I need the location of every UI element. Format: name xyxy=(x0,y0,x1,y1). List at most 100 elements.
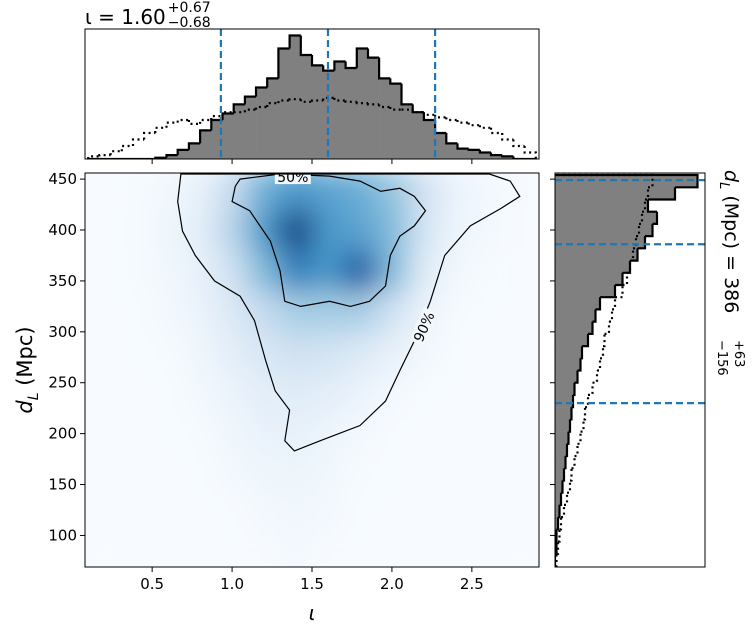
hist-dotted-step xyxy=(600,346,605,360)
heatmap-cell xyxy=(343,413,377,455)
heatmap-cell xyxy=(120,453,153,496)
heatmap-cell xyxy=(248,494,281,536)
hist-dotted-step xyxy=(456,120,469,124)
hist-bar xyxy=(555,517,558,530)
contour-line xyxy=(231,173,427,308)
hist-outline-step xyxy=(489,152,503,157)
heatmap-cell xyxy=(152,209,185,251)
panel-frame xyxy=(84,28,540,160)
hist-bar xyxy=(555,480,563,493)
heatmap-cell xyxy=(439,494,473,536)
hist-dotted-step xyxy=(597,358,602,372)
heatmap-cell xyxy=(152,173,185,211)
heatmap-cell xyxy=(312,291,345,333)
heatmap-cell xyxy=(503,535,537,567)
hist-dotted-step xyxy=(266,102,279,107)
hist-bar xyxy=(555,504,560,518)
hist-bar xyxy=(555,272,623,286)
hist-outline-step xyxy=(199,129,212,144)
hist-dotted-step xyxy=(571,456,576,470)
hist-panel xyxy=(87,29,537,159)
hist-dotted-step xyxy=(559,517,563,531)
heatmap-cell xyxy=(375,331,409,374)
heatmap-cell xyxy=(503,331,537,374)
heatmap-cell xyxy=(312,173,345,211)
y-tick-label: 450 xyxy=(48,170,77,188)
hist-dotted-step xyxy=(489,127,503,135)
hist-dotted-step xyxy=(558,529,561,543)
hist-dotted-step xyxy=(277,99,290,104)
hist-dotted-step xyxy=(585,394,590,409)
hist-outline-step xyxy=(411,104,424,114)
heatmap-cell xyxy=(248,535,281,567)
hist-dotted-step xyxy=(627,260,632,274)
hist-outline-step xyxy=(266,77,279,88)
hist-bar xyxy=(200,130,212,159)
heatmap-cell xyxy=(88,291,121,333)
heatmap-cell xyxy=(152,250,185,292)
hist-outline-step xyxy=(577,358,582,372)
hist-outline-step xyxy=(646,199,657,213)
heatmap-cell xyxy=(216,453,249,496)
hist-dotted-step xyxy=(355,101,368,105)
heatmap-cell xyxy=(343,173,377,211)
heatmap-cell xyxy=(343,250,377,292)
heatmap-cell xyxy=(343,535,377,567)
hist-outline-step xyxy=(445,133,458,145)
hist-bar xyxy=(401,104,414,159)
hist-outline-step xyxy=(456,143,469,150)
hist-bar xyxy=(244,96,257,159)
right-label-rest: (Mpc) = 386 xyxy=(720,189,742,313)
hist-outline-step xyxy=(588,321,594,335)
hist-panel xyxy=(555,173,705,567)
hist-dotted-step xyxy=(574,443,579,458)
hist-bar xyxy=(502,156,514,159)
heatmap-cell xyxy=(471,413,505,455)
y-axis-label: dL (Mpc) xyxy=(13,326,42,413)
hist-bar xyxy=(555,199,648,212)
heatmap-cell xyxy=(471,494,505,536)
heatmap-cell xyxy=(184,291,217,333)
y-tick-label: 300 xyxy=(48,323,77,341)
hist-dotted-step xyxy=(322,96,335,101)
heatmap-cell xyxy=(312,494,345,536)
heatmap-cell xyxy=(152,372,185,414)
hist-dotted-step xyxy=(143,131,156,140)
hist-outline-step xyxy=(582,333,590,348)
hist-outline-step xyxy=(645,223,654,238)
hist-outline-step xyxy=(556,517,560,531)
heatmap-cell xyxy=(503,173,537,211)
hist-dotted-step xyxy=(630,248,635,262)
heatmap-cell xyxy=(343,209,377,251)
y-tick-label: 150 xyxy=(48,476,77,494)
hist-bar xyxy=(188,143,201,159)
heatmap-cell xyxy=(88,535,121,567)
y-tick-label: 400 xyxy=(48,221,77,239)
hist-dotted-step xyxy=(603,333,606,348)
heatmap-cell xyxy=(375,250,409,292)
hist-outline-step xyxy=(355,47,368,68)
hist-outline-step xyxy=(648,187,677,201)
hist-bar xyxy=(278,48,290,159)
hist-dotted-step xyxy=(344,100,357,103)
heatmap-cell xyxy=(152,291,185,333)
top-title: ι = 1.60 xyxy=(85,5,166,29)
right-label-upper: +63 xyxy=(731,340,746,367)
hist-outline-step xyxy=(574,370,579,384)
hist-dotted-step xyxy=(564,492,569,506)
hist-dotted-step xyxy=(411,109,424,114)
hist-dotted-step xyxy=(288,98,301,101)
hist-bar xyxy=(323,70,335,159)
hist-outline-step xyxy=(570,407,573,421)
heatmap-cell xyxy=(503,291,537,333)
hist-bar xyxy=(390,83,402,159)
hist-bar xyxy=(435,133,447,159)
heatmap-cell xyxy=(152,535,185,567)
panel-frame xyxy=(554,172,706,568)
hist-dotted-step xyxy=(561,504,566,519)
heatmap-cell xyxy=(216,291,249,333)
hist-outline-step xyxy=(501,155,514,158)
heatmap-cell xyxy=(248,331,281,374)
